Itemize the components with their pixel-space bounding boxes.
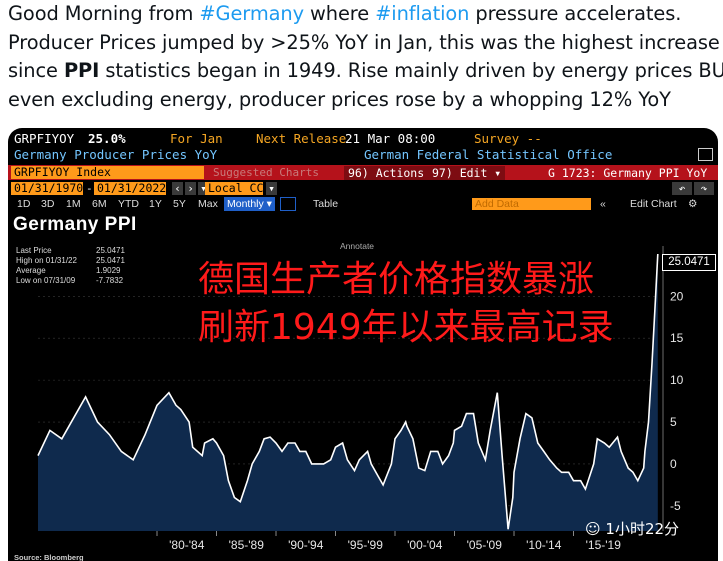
y-tick-label: 20 xyxy=(670,289,684,303)
annotate-button[interactable]: Annotate xyxy=(340,241,375,251)
watermark-text: 1小时22分 xyxy=(605,520,680,538)
tweet-text-fragment: since xyxy=(8,59,64,83)
x-tick-label: '05-'09 xyxy=(467,538,503,552)
popout-icon[interactable] xyxy=(698,148,713,161)
command-toolbar: GRPFIYOY Index Suggested Charts 96) Acti… xyxy=(8,165,718,180)
legend-row-last-price: Last Price 25.0471 xyxy=(16,246,125,256)
x-tick-label: '00-'04 xyxy=(407,538,443,552)
y-tick-label: 15 xyxy=(670,331,684,345)
legend-label: Last Price xyxy=(16,246,52,255)
ppi-line xyxy=(37,253,659,530)
settings-icon[interactable]: ⚙ xyxy=(688,198,698,210)
collapse-icon[interactable]: « xyxy=(600,198,606,210)
x-tick-label: '80-'84 xyxy=(169,538,205,552)
y-tick-label: 0 xyxy=(670,457,677,471)
hashtag-germany[interactable]: #Germany xyxy=(199,2,304,25)
suggested-charts-button[interactable]: Suggested Charts xyxy=(213,166,319,179)
index-field[interactable]: GRPFIYOY Index xyxy=(11,166,204,179)
legend-value: -7.7832 xyxy=(96,276,124,285)
overlay-caption-line-1: 德国生产者价格指数暴涨 xyxy=(198,259,595,300)
legend-value: 25.0471 xyxy=(96,256,125,265)
share-icon[interactable]: ↷ xyxy=(694,182,714,195)
edit-menu[interactable]: 97) Edit ▾ xyxy=(428,166,506,180)
chart-title: Germany PPI xyxy=(13,214,137,235)
tweet-line-3: since PPI statistics began in 1949. Rise… xyxy=(8,57,723,86)
legend-row-average: Average 1.9029 xyxy=(16,266,120,276)
chart-axis-ticks: -5 0 5 10 15 20 '80-'84 '85-'89 '90-'94 '95-'99 '0… xyxy=(156,246,684,552)
for-period: For Jan xyxy=(170,131,223,146)
tweet-text-fragment: statistics began in 1949. Rise mainly dr… xyxy=(99,59,723,83)
tab-1m[interactable]: 1M xyxy=(66,198,81,210)
undo-icon[interactable]: ↶ xyxy=(672,182,692,195)
prev-arrow-icon[interactable]: ‹ xyxy=(172,182,183,195)
x-tick-label: '95-'99 xyxy=(348,538,384,552)
date-range-row: 01/31/1970 - 01/31/2022 ‹ › ▾ Local CCY … xyxy=(8,182,718,196)
tab-5y[interactable]: 5Y xyxy=(173,198,186,210)
tab-max[interactable]: Max xyxy=(198,198,218,210)
legend-row-low: Low on 07/31/09 -7.7832 xyxy=(16,276,123,286)
legend-value: 25.0471 xyxy=(96,246,125,255)
end-date-input[interactable]: 01/31/2022 xyxy=(94,182,166,195)
next-release-label: Next Release xyxy=(256,131,347,146)
tweet-line-1: Good Morning from #Germany where #inflat… xyxy=(8,0,718,29)
ppi-chart[interactable]: -5 0 5 10 15 20 '80-'84 '85-'89 '90-'94 '95-'99 '0… xyxy=(8,236,718,561)
y-tick-label: 5 xyxy=(670,415,677,429)
hashtag-inflation[interactable]: #inflation xyxy=(375,2,470,25)
x-tick-label: '10-'14 xyxy=(526,538,562,552)
bloomberg-terminal-image[interactable]: GRPFIYOY 25.0% For Jan Next Release 21 M… xyxy=(8,128,718,561)
next-release-date: 21 Mar 08:00 xyxy=(345,131,436,146)
tweet-text: Good Morning from #Germany where #inflat… xyxy=(8,0,723,114)
chart-legend: Last Price 25.0471 High on 01/31/22 25.047… xyxy=(16,246,125,286)
current-value: 25.0% xyxy=(88,131,126,146)
tab-1d[interactable]: 1D xyxy=(17,198,31,210)
survey: Survey -- xyxy=(474,131,542,146)
ticker: GRPFIYOY xyxy=(14,131,75,146)
legend-label: High on 01/31/22 xyxy=(16,256,77,265)
tab-monthly[interactable]: Monthly ▾ xyxy=(224,197,275,211)
x-tick-label: '85-'89 xyxy=(229,538,265,552)
series-subtitle: Germany Producer Prices YoY xyxy=(14,147,218,162)
legend-row-high: High on 01/31/22 25.0471 xyxy=(16,256,125,266)
tweet-text-fragment: where xyxy=(303,2,376,25)
tweet-text-fragment: Good Morning from xyxy=(8,2,200,25)
source-office: German Federal Statistical Office xyxy=(364,147,613,162)
date-separator: - xyxy=(86,182,93,195)
legend-label: Low on 07/31/09 xyxy=(16,276,76,285)
x-tick-label: '90-'94 xyxy=(288,538,324,552)
legend-label: Average xyxy=(16,266,46,275)
line-chart-icon[interactable] xyxy=(280,197,296,211)
add-data-input[interactable]: Add Data xyxy=(472,198,591,210)
chart-id: G 1723: Germany PPI YoY xyxy=(548,166,708,180)
dropdown-arrow-icon[interactable]: ▾ xyxy=(198,182,209,195)
tweet-line-2: Producer Prices jumped by >25% YoY in Ja… xyxy=(8,30,720,54)
edit-chart-button[interactable]: Edit Chart xyxy=(630,198,677,210)
tab-1y[interactable]: 1Y xyxy=(149,198,162,210)
overlay-caption-line-2: 刷新1949年以来最高记录 xyxy=(198,307,614,348)
next-arrow-icon[interactable]: › xyxy=(185,182,196,195)
x-tick-label: '15-'19 xyxy=(586,538,622,552)
y-tick-label: -5 xyxy=(670,499,681,513)
tweet-text-fragment: pressure accelerates. xyxy=(469,2,682,25)
tab-6m[interactable]: 6M xyxy=(92,198,107,210)
tab-3d[interactable]: 3D xyxy=(41,198,55,210)
tweet-line-4: even excluding energy, producer prices r… xyxy=(8,87,671,111)
last-value-box: 25.0471 xyxy=(662,254,716,271)
period-tabs: 1D 3D 1M 6M YTD 1Y 5Y Max Monthly ▾ Tabl… xyxy=(8,197,718,211)
currency-dropdown-icon[interactable]: ▾ xyxy=(266,182,277,195)
tab-table[interactable]: Table xyxy=(313,198,339,210)
wechat-watermark: ☺ 1小时22分 xyxy=(585,518,679,539)
tab-ytd[interactable]: YTD xyxy=(118,198,139,210)
actions-menu[interactable]: 96) Actions ▾ xyxy=(344,166,443,180)
ppi-bold: PPI xyxy=(63,59,100,83)
ppi-area xyxy=(38,254,658,531)
start-date-input[interactable]: 01/31/1970 xyxy=(11,182,83,195)
y-tick-label: 10 xyxy=(670,373,684,387)
source-label: Source: Bloomberg xyxy=(14,553,84,561)
wechat-icon: ☺ xyxy=(585,520,601,538)
legend-value: 1.9029 xyxy=(96,266,121,275)
currency-select[interactable]: Local CCY xyxy=(205,182,270,195)
